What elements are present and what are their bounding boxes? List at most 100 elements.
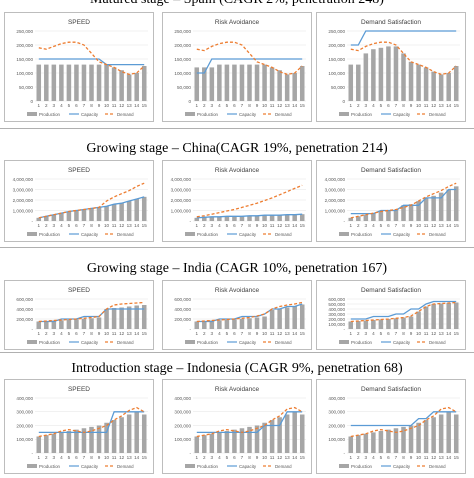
production-bar bbox=[378, 319, 384, 329]
demand-line bbox=[38, 301, 145, 323]
production-bar bbox=[438, 74, 444, 101]
production-bar bbox=[284, 414, 290, 453]
x-tick-label: 4 bbox=[372, 103, 375, 108]
y-tick-label: 250,000 bbox=[174, 29, 191, 34]
production-bar bbox=[239, 318, 245, 329]
production-bar bbox=[209, 433, 215, 453]
y-tick-label: 200,000 bbox=[328, 423, 345, 428]
capacity-line bbox=[350, 300, 457, 320]
x-tick-label: 5 bbox=[380, 455, 383, 460]
production-bar bbox=[51, 433, 57, 453]
production-bar bbox=[438, 414, 444, 453]
x-tick-label: 3 bbox=[53, 223, 56, 228]
capacity-line bbox=[350, 188, 457, 215]
production-bar bbox=[104, 309, 109, 329]
x-tick-label: 6 bbox=[75, 455, 78, 460]
capacity-line bbox=[196, 213, 303, 219]
y-tick-label: 4,000,000 bbox=[171, 177, 192, 182]
legend-demand-label: Demand bbox=[275, 112, 292, 117]
production-bar bbox=[51, 320, 57, 329]
x-tick-label: 11 bbox=[112, 223, 117, 228]
production-bar bbox=[141, 414, 147, 453]
section-title-china: Growing stage – China(CAGR 19%, penetrat… bbox=[86, 141, 388, 156]
production-bar bbox=[446, 303, 451, 329]
chart-title: SPEED bbox=[68, 386, 90, 393]
production-bar bbox=[371, 432, 376, 453]
production-bar bbox=[423, 306, 429, 329]
production-bar bbox=[66, 431, 72, 453]
production-bar bbox=[217, 216, 222, 221]
x-tick-label: 7 bbox=[395, 331, 398, 336]
production-bar bbox=[119, 70, 124, 101]
production-bar bbox=[431, 304, 436, 329]
x-tick-label: 12 bbox=[119, 223, 125, 228]
x-tick-label: 9 bbox=[256, 103, 259, 108]
demand-line bbox=[38, 406, 145, 438]
production-bar bbox=[453, 186, 459, 221]
x-tick-label: 12 bbox=[277, 103, 283, 108]
x-tick-label: 8 bbox=[90, 455, 93, 460]
production-bar bbox=[81, 428, 87, 453]
chart-title: Risk Avoidance bbox=[215, 386, 260, 393]
legend-production-swatch bbox=[339, 340, 349, 344]
chart-panel: SPEED 0 50,000 100,000 150,000 200,000 250,000… bbox=[4, 12, 154, 122]
production-bar bbox=[356, 435, 361, 453]
chart-panel: Risk Avoidance - 100,000 200,000 300,000 400,… bbox=[162, 379, 312, 474]
production-bar bbox=[66, 319, 72, 329]
x-tick-label: 13 bbox=[127, 103, 133, 108]
production-bar bbox=[277, 215, 282, 221]
chart-title: SPEED bbox=[68, 167, 90, 174]
y-tick-label: 2,000,000 bbox=[13, 198, 34, 203]
legend-production-label: Production bbox=[197, 340, 219, 345]
x-tick-label: 12 bbox=[431, 223, 437, 228]
legend-demand-label: Demand bbox=[429, 340, 446, 345]
x-tick-label: 10 bbox=[104, 223, 110, 228]
x-tick-label: 5 bbox=[380, 223, 383, 228]
production-bar bbox=[209, 320, 215, 329]
x-tick-label: 9 bbox=[256, 331, 259, 336]
section-title-indonesia: Introduction stage – Indonesia (CAGR 9%,… bbox=[71, 361, 403, 376]
x-tick-label: 5 bbox=[226, 455, 229, 460]
legend-demand-label: Demand bbox=[275, 464, 292, 469]
production-bar bbox=[446, 411, 451, 453]
production-bar bbox=[126, 74, 132, 101]
production-bar bbox=[111, 308, 117, 329]
x-tick-label: 1 bbox=[195, 223, 198, 228]
x-tick-label: 11 bbox=[424, 455, 429, 460]
y-tick-label: 200,000 bbox=[174, 43, 191, 48]
legend-production-label: Production bbox=[197, 464, 219, 469]
y-tick-label: 100,000 bbox=[328, 437, 345, 442]
y-tick-label: 3,000,000 bbox=[171, 187, 192, 192]
production-bar bbox=[89, 318, 94, 329]
x-tick-label: 7 bbox=[395, 455, 398, 460]
chart-svg: SPEED 0 50,000 100,000 150,000 200,000 250,000… bbox=[16, 19, 148, 117]
production-bar bbox=[408, 204, 414, 221]
production-bar bbox=[416, 311, 421, 329]
legend-capacity-label: Capacity bbox=[393, 232, 411, 237]
production-bar bbox=[224, 216, 230, 221]
legend-demand-label: Demand bbox=[429, 232, 446, 237]
production-bar bbox=[371, 320, 376, 329]
production-bar bbox=[141, 305, 147, 329]
production-bar bbox=[104, 422, 109, 453]
x-tick-label: 3 bbox=[365, 455, 368, 460]
legend-production-label: Production bbox=[39, 464, 61, 469]
production-bar bbox=[292, 411, 297, 453]
x-tick-label: 14 bbox=[292, 103, 298, 108]
production-bar bbox=[363, 433, 369, 453]
production-bar bbox=[119, 307, 124, 329]
production-bar bbox=[348, 321, 354, 329]
production-bar bbox=[423, 197, 429, 221]
production-bar bbox=[194, 436, 200, 453]
x-tick-label: 7 bbox=[395, 223, 398, 228]
y-tick-label: 600,000 bbox=[174, 297, 191, 302]
production-bar bbox=[431, 417, 436, 453]
production-bar bbox=[36, 321, 42, 329]
x-tick-label: 14 bbox=[292, 223, 298, 228]
x-tick-label: 13 bbox=[285, 223, 291, 228]
production-bar bbox=[194, 67, 200, 101]
production-bar bbox=[356, 64, 361, 101]
x-tick-label: 13 bbox=[439, 103, 445, 108]
production-bar bbox=[44, 435, 49, 453]
